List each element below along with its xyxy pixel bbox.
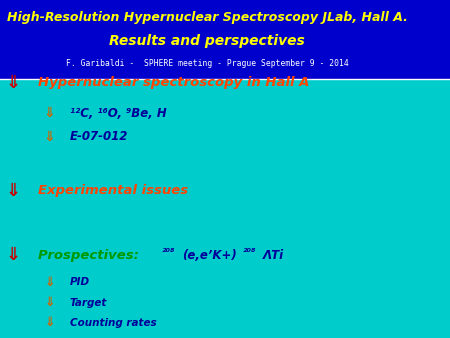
- Text: ⇓: ⇓: [6, 182, 21, 200]
- Text: Counting rates: Counting rates: [70, 318, 157, 328]
- Text: E-07-012: E-07-012: [70, 130, 128, 143]
- Text: ⇓: ⇓: [44, 316, 55, 329]
- Text: Prospectives:: Prospectives:: [38, 249, 144, 262]
- Bar: [0, 0, 450, 79]
- Text: ⇓: ⇓: [44, 276, 55, 289]
- Text: ¹²C, ¹⁶O, ⁹Be, H: ¹²C, ¹⁶O, ⁹Be, H: [70, 107, 166, 120]
- Text: (e,e’K+): (e,e’K+): [182, 249, 237, 262]
- Text: ΛTi: ΛTi: [263, 249, 284, 262]
- Text: Hypernuclear spectroscopy in Hall A: Hypernuclear spectroscopy in Hall A: [38, 76, 310, 89]
- Text: ⇓: ⇓: [6, 246, 21, 264]
- Text: ⇓: ⇓: [6, 74, 21, 92]
- Text: Results and perspectives: Results and perspectives: [109, 34, 305, 48]
- Text: Target: Target: [70, 297, 107, 308]
- Text: ⇓: ⇓: [44, 106, 55, 120]
- Text: ⇓: ⇓: [44, 296, 55, 309]
- Text: PID: PID: [70, 277, 90, 287]
- Text: Experimental issues: Experimental issues: [38, 185, 189, 197]
- Text: High-Resolution Hypernuclear Spectroscopy JLab, Hall A.: High-Resolution Hypernuclear Spectroscop…: [7, 11, 407, 24]
- Text: ⇓: ⇓: [44, 130, 55, 144]
- Text: F. Garibaldi -  SPHERE meeting - Prague September 9 - 2014: F. Garibaldi - SPHERE meeting - Prague S…: [66, 59, 348, 68]
- Text: ²⁰⁸: ²⁰⁸: [162, 248, 176, 259]
- Text: ²⁰⁸: ²⁰⁸: [243, 248, 256, 259]
